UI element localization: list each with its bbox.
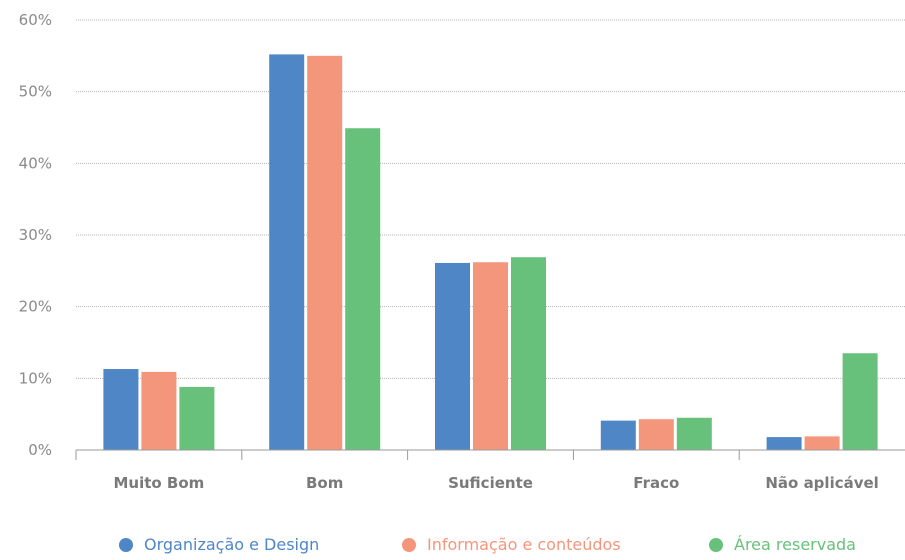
bar <box>804 436 840 450</box>
bar <box>638 419 674 450</box>
bar <box>473 262 508 450</box>
bar <box>307 55 343 450</box>
bar <box>179 386 215 450</box>
bar <box>345 128 381 450</box>
legend-marker <box>402 538 416 552</box>
legend-label: Área reservada <box>734 535 856 554</box>
y-axis-ticks: 0% 10% 20% 30% 40% 50% 60% <box>19 11 52 459</box>
bar <box>269 54 305 451</box>
bar <box>842 353 878 450</box>
x-category-label: Bom <box>306 474 343 492</box>
y-tick-label: 40% <box>19 154 52 172</box>
x-category-label: Fraco <box>633 474 679 492</box>
y-tick-label: 50% <box>19 83 52 101</box>
x-category-label: Não aplicável <box>765 474 878 492</box>
y-tick-label: 10% <box>19 369 52 387</box>
bar <box>435 262 470 450</box>
legend-marker <box>709 538 723 552</box>
x-category-label: Muito Bom <box>113 474 204 492</box>
bar <box>511 257 546 450</box>
bars <box>103 54 878 451</box>
bar <box>103 369 139 450</box>
y-tick-label: 30% <box>19 226 52 244</box>
legend-label: Informação e conteúdos <box>427 535 621 554</box>
legend: Organização e Design Informação e conteúd… <box>119 535 856 554</box>
x-category-label: Suficiente <box>448 474 533 492</box>
legend-marker <box>119 538 133 552</box>
bar <box>766 437 802 450</box>
bar <box>676 417 712 450</box>
y-tick-label: 60% <box>19 11 52 29</box>
x-axis: Muito Bom Bom Suficiente Fraco Não aplicável <box>75 449 905 492</box>
bar <box>141 371 177 450</box>
y-tick-label: 0% <box>28 441 52 459</box>
bar <box>600 420 636 450</box>
gridlines <box>76 19 905 379</box>
legend-label: Organização e Design <box>144 535 319 554</box>
y-tick-label: 20% <box>19 298 52 316</box>
